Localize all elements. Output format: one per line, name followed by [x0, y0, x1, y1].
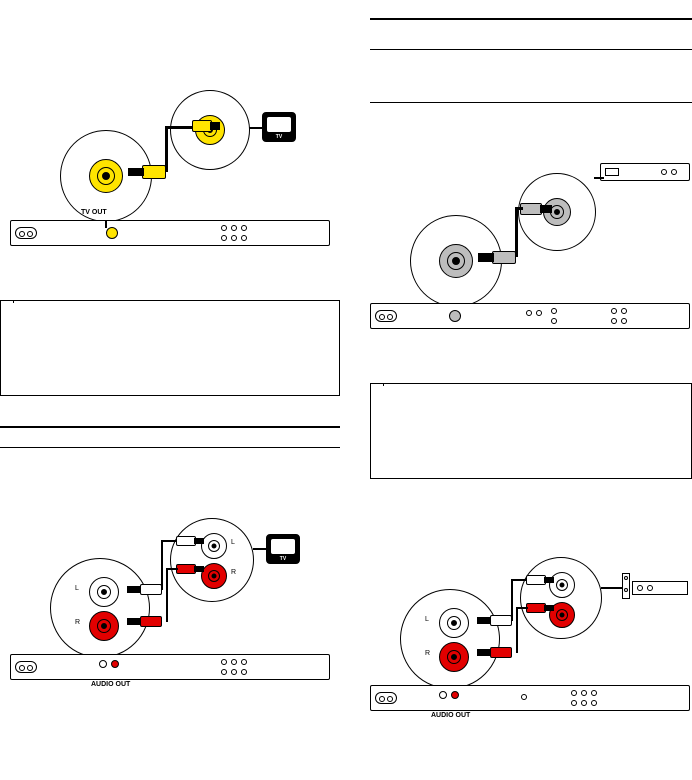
ac-inlet-icon-3 — [375, 310, 397, 322]
rca-jack-r2 — [439, 642, 469, 672]
rca-jack-tv-l — [201, 533, 227, 559]
port-label-audioout: AUDIO OUT — [91, 681, 130, 688]
tv-leader — [249, 127, 263, 129]
plug-r-src — [140, 616, 162, 627]
callout-bubble-audio-src: L R — [50, 558, 150, 658]
plug-l-src — [140, 584, 162, 595]
plug-tip-1 — [128, 168, 144, 176]
port-label-audioout-2: AUDIO OUT — [431, 712, 470, 719]
plug-digital-dest — [520, 203, 542, 215]
left-column: TV TV OUT — [0, 0, 340, 688]
rca-jack-video — [89, 159, 123, 193]
rca-jack-l — [89, 577, 119, 607]
leader-1 — [105, 220, 107, 228]
diagram-audio-tv: L R L R — [0, 498, 340, 678]
plug-l-src2 — [490, 615, 512, 626]
plug-r-tv — [176, 564, 196, 574]
tv-icon: TV — [262, 112, 296, 142]
device-chassis-3 — [370, 303, 690, 329]
tv-icon-label: TV — [264, 134, 294, 141]
chassis-jack-video — [106, 227, 118, 239]
device-chassis-1: TV OUT — [10, 220, 330, 246]
plug-digital-src — [492, 251, 516, 264]
section-heading-left — [0, 426, 340, 448]
rca-jack-r — [89, 611, 119, 641]
note-box-1 — [0, 300, 340, 396]
ac-inlet-icon-4 — [375, 692, 397, 704]
plug-l-dest2 — [526, 575, 546, 585]
chassis-jack-l2 — [439, 691, 447, 699]
callout-bubble-audio-src2: L R — [400, 589, 500, 689]
callout-bubble-audio-tv: L R — [170, 518, 254, 602]
chassis-jack-l — [99, 660, 107, 668]
diagram-digital-out — [370, 133, 692, 323]
label-r-src: R — [75, 619, 80, 626]
tv-icon-label-2: TV — [268, 556, 298, 563]
label-l-src2: L — [425, 616, 429, 623]
cable-seg-2 — [165, 126, 195, 129]
label-l-src: L — [75, 585, 79, 592]
label-r-src2: R — [425, 650, 430, 657]
rca-jack-tv-r — [201, 563, 227, 589]
external-device-box — [600, 163, 690, 181]
label-l-tv: L — [231, 539, 235, 546]
chassis-jack-digital — [449, 310, 461, 322]
right-column: L R — [370, 0, 692, 719]
callout-bubble-stereo — [520, 557, 602, 639]
label-r-tv: R — [231, 569, 236, 576]
port-label-tvout: TV OUT — [81, 209, 107, 216]
rca-jack-stereo-l — [549, 572, 575, 598]
diagram-tv-out: TV TV OUT — [0, 60, 340, 250]
diagram-audio-stereo: L R — [370, 539, 692, 709]
plug-tip-2 — [210, 122, 220, 130]
tv-icon-2: TV — [266, 534, 300, 564]
rca-jack-digital-src — [439, 244, 473, 278]
device-chassis-2: AUDIO OUT — [10, 654, 330, 680]
mini-stereo-device — [632, 581, 688, 595]
plug-video-tv — [192, 120, 212, 132]
ac-inlet-icon-2 — [15, 661, 37, 673]
note-box-2 — [370, 383, 692, 479]
device-chassis-4: AUDIO OUT — [370, 685, 690, 711]
ac-inlet-icon — [15, 227, 37, 239]
section-heading-right-top — [370, 18, 692, 50]
plug-l-tv — [176, 536, 196, 546]
note-tab-1 — [0, 300, 14, 303]
cable-seg-1 — [165, 128, 168, 172]
speaker-left-icon — [622, 573, 630, 599]
note-tab-2 — [370, 383, 384, 386]
chassis-jack-r — [111, 660, 119, 668]
plug-r-src2 — [490, 647, 512, 658]
subheading-rule — [370, 102, 692, 103]
plug-video-source — [142, 165, 166, 179]
chassis-jack-r2 — [451, 691, 459, 699]
rca-jack-l2 — [439, 608, 469, 638]
leader-ext — [594, 177, 604, 179]
plug-r-dest2 — [526, 603, 546, 613]
